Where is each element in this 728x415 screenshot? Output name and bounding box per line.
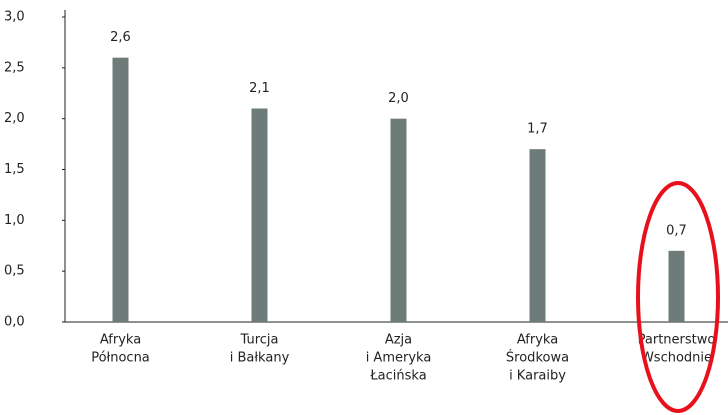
x-tick-label: i Karaiby	[509, 369, 566, 384]
y-tick-label: 0,0	[4, 315, 25, 330]
highlight-ellipse	[636, 181, 720, 413]
x-tick-label: Turcja	[240, 333, 279, 348]
value-label: 2,0	[388, 91, 409, 106]
x-tick-label: i Ameryka	[366, 351, 432, 366]
x-tick-label: Środkowa	[506, 350, 569, 366]
value-label: 2,6	[110, 30, 131, 45]
bar	[251, 108, 268, 322]
y-tick-label: 3,0	[4, 10, 25, 25]
x-tick-label: Wschodnie	[641, 351, 712, 366]
x-tick-label: Afryka	[517, 333, 558, 348]
x-tick-label: Afryka	[100, 333, 141, 348]
bar	[668, 250, 685, 322]
x-tick-label: i Bałkany	[230, 351, 290, 366]
value-label: 2,1	[249, 81, 270, 96]
y-tick-label: 1,0	[4, 213, 25, 228]
x-tick-label: Północna	[91, 351, 150, 366]
bar	[390, 118, 407, 323]
value-label: 0,7	[666, 223, 687, 238]
bar	[529, 149, 546, 322]
y-tick-label: 2,5	[4, 60, 25, 75]
x-tick-label: Azja	[385, 333, 412, 348]
value-label: 1,7	[527, 122, 548, 137]
y-tick-label: 1,5	[4, 162, 25, 177]
bar	[112, 57, 129, 323]
x-tick-label: Partnerstwo	[638, 333, 716, 348]
y-tick-label: 0,5	[4, 264, 25, 279]
x-tick-label: Łacińska	[369, 369, 426, 384]
y-tick-label: 2,0	[4, 111, 25, 126]
